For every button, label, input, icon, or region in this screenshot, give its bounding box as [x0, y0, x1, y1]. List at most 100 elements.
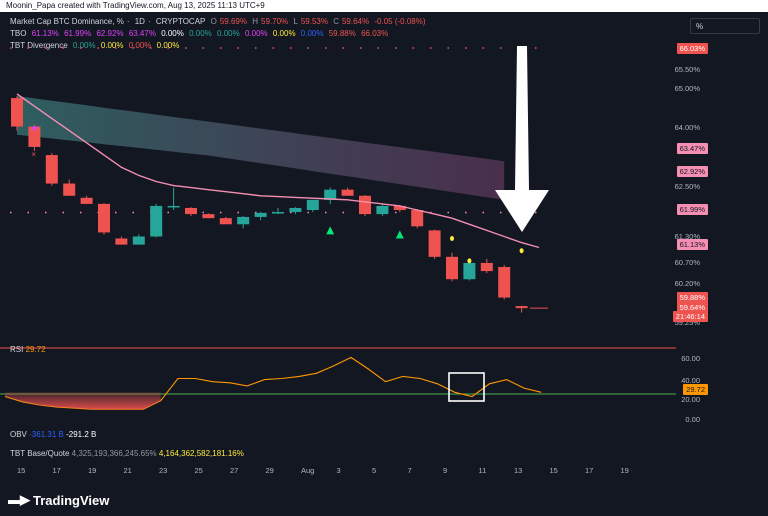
- candle-body: [28, 126, 41, 147]
- tbt-label[interactable]: TBT Divergence: [10, 41, 68, 50]
- tbt-value-1: 0.00%: [72, 41, 96, 50]
- tbo-value-9: 0.00%: [272, 29, 296, 38]
- tbo-value-1: 61.13%: [31, 29, 59, 38]
- time-tick: 17: [585, 466, 594, 475]
- rsi-legend: RSI 29.72: [10, 345, 46, 354]
- tradingview-mark-icon: ▬▶: [8, 492, 30, 507]
- tbt-base-value-1: 4,325,193,366,245.65%: [71, 449, 157, 458]
- time-tick: 3: [336, 466, 341, 475]
- high-value: 59.70%: [261, 17, 289, 26]
- candle-body: [446, 256, 458, 280]
- time-tick: 9: [443, 466, 448, 475]
- time-tick: 15: [17, 466, 26, 475]
- tbt-dot-icon: [519, 248, 524, 254]
- price-tag-tbo-high: 66.03%: [676, 43, 708, 54]
- time-tick: Aug: [301, 466, 315, 475]
- time-tick: 13: [514, 466, 523, 475]
- open-label: O: [210, 17, 217, 26]
- tbo-fast-line: [16, 93, 540, 249]
- time-tick: 21: [123, 466, 132, 475]
- candle-body: [219, 218, 232, 225]
- time-tick: 25: [194, 466, 203, 475]
- candle-body: [150, 205, 163, 237]
- tbt-dot-icon: [467, 258, 472, 264]
- candle-body: [515, 306, 528, 309]
- candle-body: [498, 267, 511, 298]
- rsi-tick: 40.00: [681, 376, 700, 385]
- tbo-cloud: [17, 96, 505, 200]
- brand-name: TradingView: [33, 492, 110, 508]
- candle-body: [202, 214, 215, 219]
- price-tag-tbo: 63.47%: [676, 143, 708, 154]
- source-sep: ·: [147, 17, 151, 26]
- tbo-value-2: 61.99%: [64, 29, 92, 38]
- highlight-box: [448, 372, 485, 402]
- obv-label[interactable]: OBV: [10, 430, 27, 439]
- symbol-interval[interactable]: 1D: [134, 17, 145, 26]
- cross-signal-icon: ×: [31, 150, 36, 159]
- symbol-title[interactable]: Market Cap BTC Dominance, %: [10, 17, 124, 26]
- rsi-tick: 20.00: [681, 395, 700, 404]
- rsi-label[interactable]: RSI: [10, 345, 24, 354]
- obv-value-2: -291.2 B: [66, 430, 97, 439]
- candle-body: [428, 230, 441, 257]
- tbo-value-12: 66.03%: [361, 29, 389, 38]
- price-tick: 59.25%: [674, 318, 700, 327]
- tbt-base-value-2: 4,164,362,582,181.16%: [158, 449, 244, 458]
- scale-mode-box[interactable]: %: [690, 18, 760, 34]
- price-tag-text: 21:46:14: [675, 312, 705, 321]
- candle-body: [115, 238, 128, 245]
- candle-body: [306, 199, 319, 211]
- tbo-value-3: 62.92%: [96, 29, 124, 38]
- time-tick: 27: [230, 466, 239, 475]
- candle-body: [376, 205, 389, 215]
- tbt-base-legend: TBT Base/Quote 4,325,193,366,245.65% 4,1…: [10, 449, 244, 458]
- rsi-tick: 60.00: [681, 354, 700, 363]
- change-value: -0.05 (-0.08%): [374, 17, 426, 26]
- price-tag-countdown: 21:46:14: [672, 311, 708, 322]
- price-tag-text: 61.99%: [679, 205, 705, 214]
- tbt-dot-icon: [450, 236, 454, 242]
- time-tick: 11: [478, 466, 487, 475]
- price-tick: 60.20%: [674, 279, 700, 288]
- legend-tbo: TBO 61.13% 61.99% 62.92% 63.47% 0.00% 0.…: [10, 29, 391, 39]
- tbo-value-5: 0.00%: [161, 29, 184, 38]
- rsi-tick: 0.00: [685, 415, 700, 424]
- candle-body: [324, 189, 337, 200]
- credit-bar: Moonin_Papa created with TradingView.com…: [0, 0, 768, 12]
- tbo-value-10: 0.00%: [300, 29, 324, 38]
- candle-body: [167, 205, 180, 208]
- candle-body: [98, 203, 110, 233]
- price-tick: 60.70%: [674, 258, 700, 267]
- time-tick: 7: [407, 466, 412, 475]
- price-tag-tbo-low: 59.88%: [676, 292, 708, 303]
- candle-body: [272, 212, 284, 214]
- price-tag-last: 59.64%: [676, 302, 708, 313]
- time-axis[interactable]: 15 17 19 21 23 25 27 29 Aug 3 5 7 9 11 13 15 17 19: [0, 466, 768, 478]
- open-value: 59.69%: [219, 17, 247, 26]
- sell-signal-icon: [31, 126, 38, 132]
- price-tag-text: 59.88%: [679, 293, 705, 302]
- tbo-value-6: 0.00%: [189, 29, 212, 38]
- tradingview-logo: ▬▶ TradingView: [8, 492, 109, 508]
- buy-signal-icon: [395, 230, 404, 239]
- time-tick: 19: [88, 466, 97, 475]
- price-tag-text: 66.03%: [679, 44, 705, 53]
- tbo-value-11: 59.88%: [328, 29, 356, 38]
- candle-body: [132, 236, 145, 245]
- tbo-label[interactable]: TBO: [10, 29, 27, 38]
- time-tick: 23: [159, 466, 168, 475]
- close-value: 59.64%: [341, 17, 370, 26]
- close-label: C: [333, 17, 339, 26]
- candle-body: [463, 262, 476, 280]
- obv-legend: OBV -361.31 B -291.2 B: [10, 430, 96, 439]
- candle-body: [393, 205, 406, 211]
- legend-tbt: TBT Divergence 0.00% 0.00% 0.00% 0.00%: [10, 41, 182, 51]
- candle-body: [411, 210, 424, 227]
- tbt-value-2: 0.00%: [100, 41, 124, 50]
- tbt-base-label[interactable]: TBT Base/Quote: [10, 449, 70, 458]
- symbol-source: CRYPTOCAP: [155, 17, 206, 26]
- candle-body: [185, 207, 197, 215]
